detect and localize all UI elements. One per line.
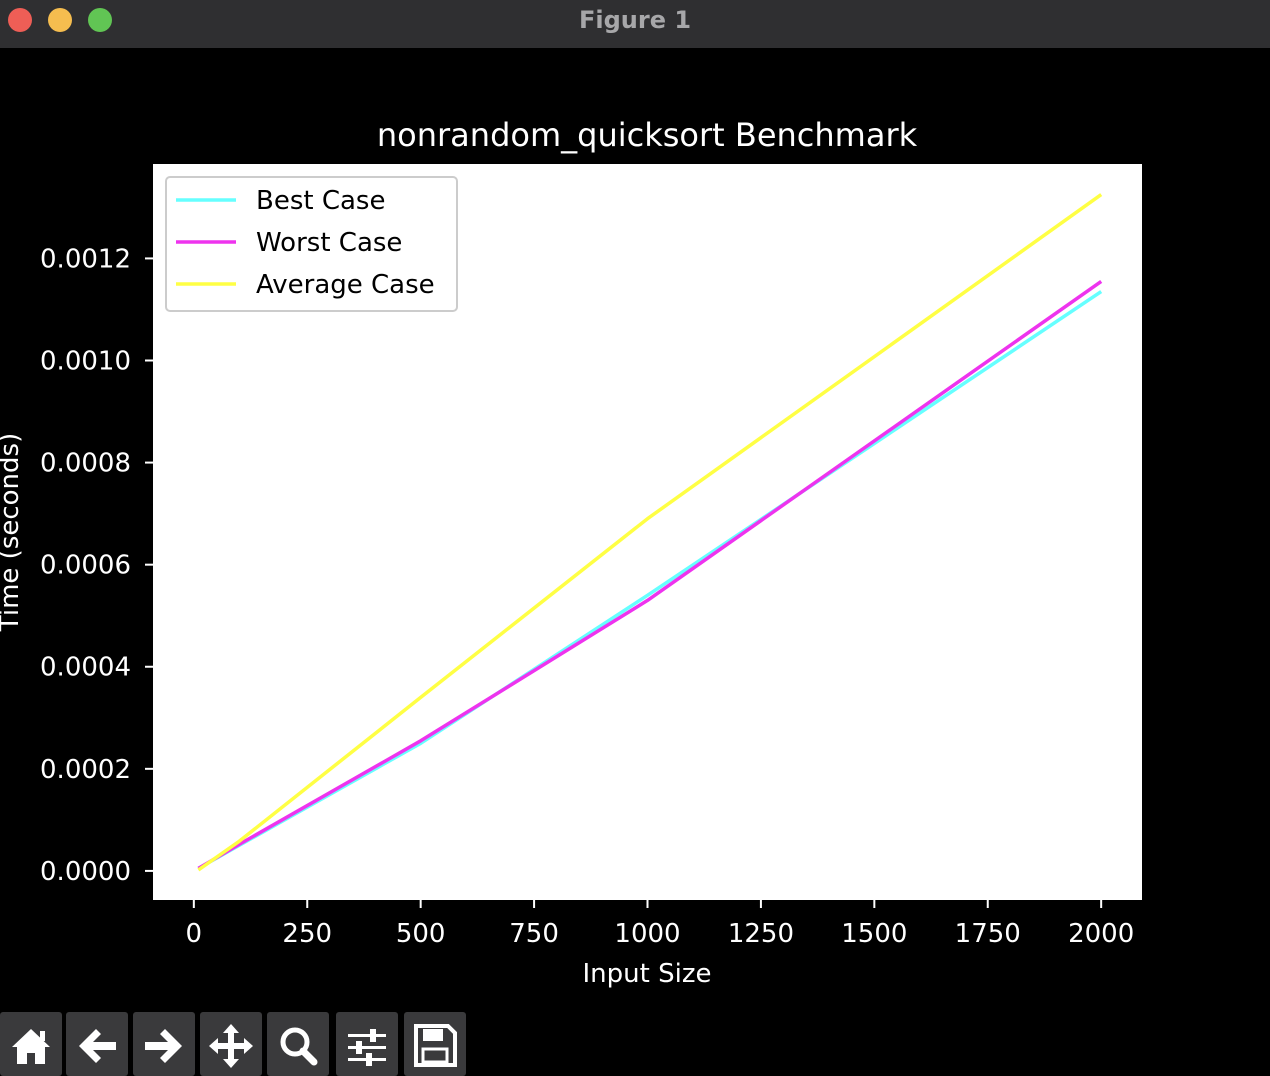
legend-label: Worst Case bbox=[256, 228, 402, 258]
x-tick-label: 1750 bbox=[955, 919, 1021, 949]
x-tick-label: 2000 bbox=[1068, 919, 1134, 949]
save-button[interactable] bbox=[404, 1012, 466, 1076]
line-chart: 0 250 500 750 1000 1250 1500 1750 2000 0.0000 0.00… bbox=[0, 116, 1142, 989]
x-tick-label: 500 bbox=[396, 919, 446, 949]
x-tick-label: 1000 bbox=[614, 919, 680, 949]
x-axis-label: Input Size bbox=[583, 959, 712, 989]
pan-button[interactable] bbox=[200, 1012, 262, 1076]
chart-title: nonrandom_quicksort Benchmark bbox=[377, 116, 918, 154]
y-tick-label: 0.0008 bbox=[40, 449, 131, 479]
home-button[interactable] bbox=[0, 1012, 62, 1076]
legend-label: Average Case bbox=[256, 270, 435, 300]
move-icon bbox=[209, 1024, 253, 1068]
minimize-window-button[interactable] bbox=[48, 8, 72, 32]
forward-button[interactable] bbox=[133, 1012, 195, 1076]
y-tick-label: 0.0004 bbox=[40, 653, 131, 683]
legend-box bbox=[165, 176, 458, 312]
y-tick-label: 0.0010 bbox=[40, 347, 131, 377]
sliders-icon bbox=[348, 1029, 386, 1066]
x-tick-label: 750 bbox=[509, 919, 559, 949]
y-tick-label: 0.0012 bbox=[40, 244, 131, 274]
y-tick-label: 0.0000 bbox=[40, 857, 131, 887]
maximize-window-button[interactable] bbox=[88, 8, 112, 32]
close-window-button[interactable] bbox=[8, 8, 32, 32]
legend-label: Best Case bbox=[256, 186, 385, 216]
y-tick-label: 0.0002 bbox=[40, 755, 131, 785]
legend: Best Case Worst Case Average Case bbox=[165, 176, 458, 312]
window-title: Figure 1 bbox=[578, 6, 692, 34]
y-axis-label: Time (seconds) bbox=[0, 433, 25, 632]
series-line-2 bbox=[197, 193, 1103, 872]
arrow-left-icon bbox=[79, 1029, 116, 1063]
search-icon bbox=[280, 1027, 318, 1066]
configure-button[interactable] bbox=[336, 1012, 398, 1076]
x-tick-label: 1500 bbox=[841, 919, 907, 949]
zoom-button[interactable] bbox=[267, 1012, 329, 1076]
window-titlebar: Figure 1 bbox=[0, 0, 1270, 49]
y-tick-label: 0.0006 bbox=[40, 551, 131, 581]
x-tick-label: 0 bbox=[186, 919, 203, 949]
save-icon bbox=[414, 1024, 457, 1067]
back-button[interactable] bbox=[66, 1012, 128, 1076]
arrow-right-icon bbox=[145, 1029, 182, 1063]
x-tick-label: 250 bbox=[282, 919, 332, 949]
x-tick-label: 1250 bbox=[728, 919, 794, 949]
figure-canvas: 0 250 500 750 1000 1250 1500 1750 2000 0.0000 0.00… bbox=[0, 48, 1270, 1010]
home-icon bbox=[12, 1029, 50, 1064]
navigation-toolbar bbox=[0, 1010, 1270, 1076]
